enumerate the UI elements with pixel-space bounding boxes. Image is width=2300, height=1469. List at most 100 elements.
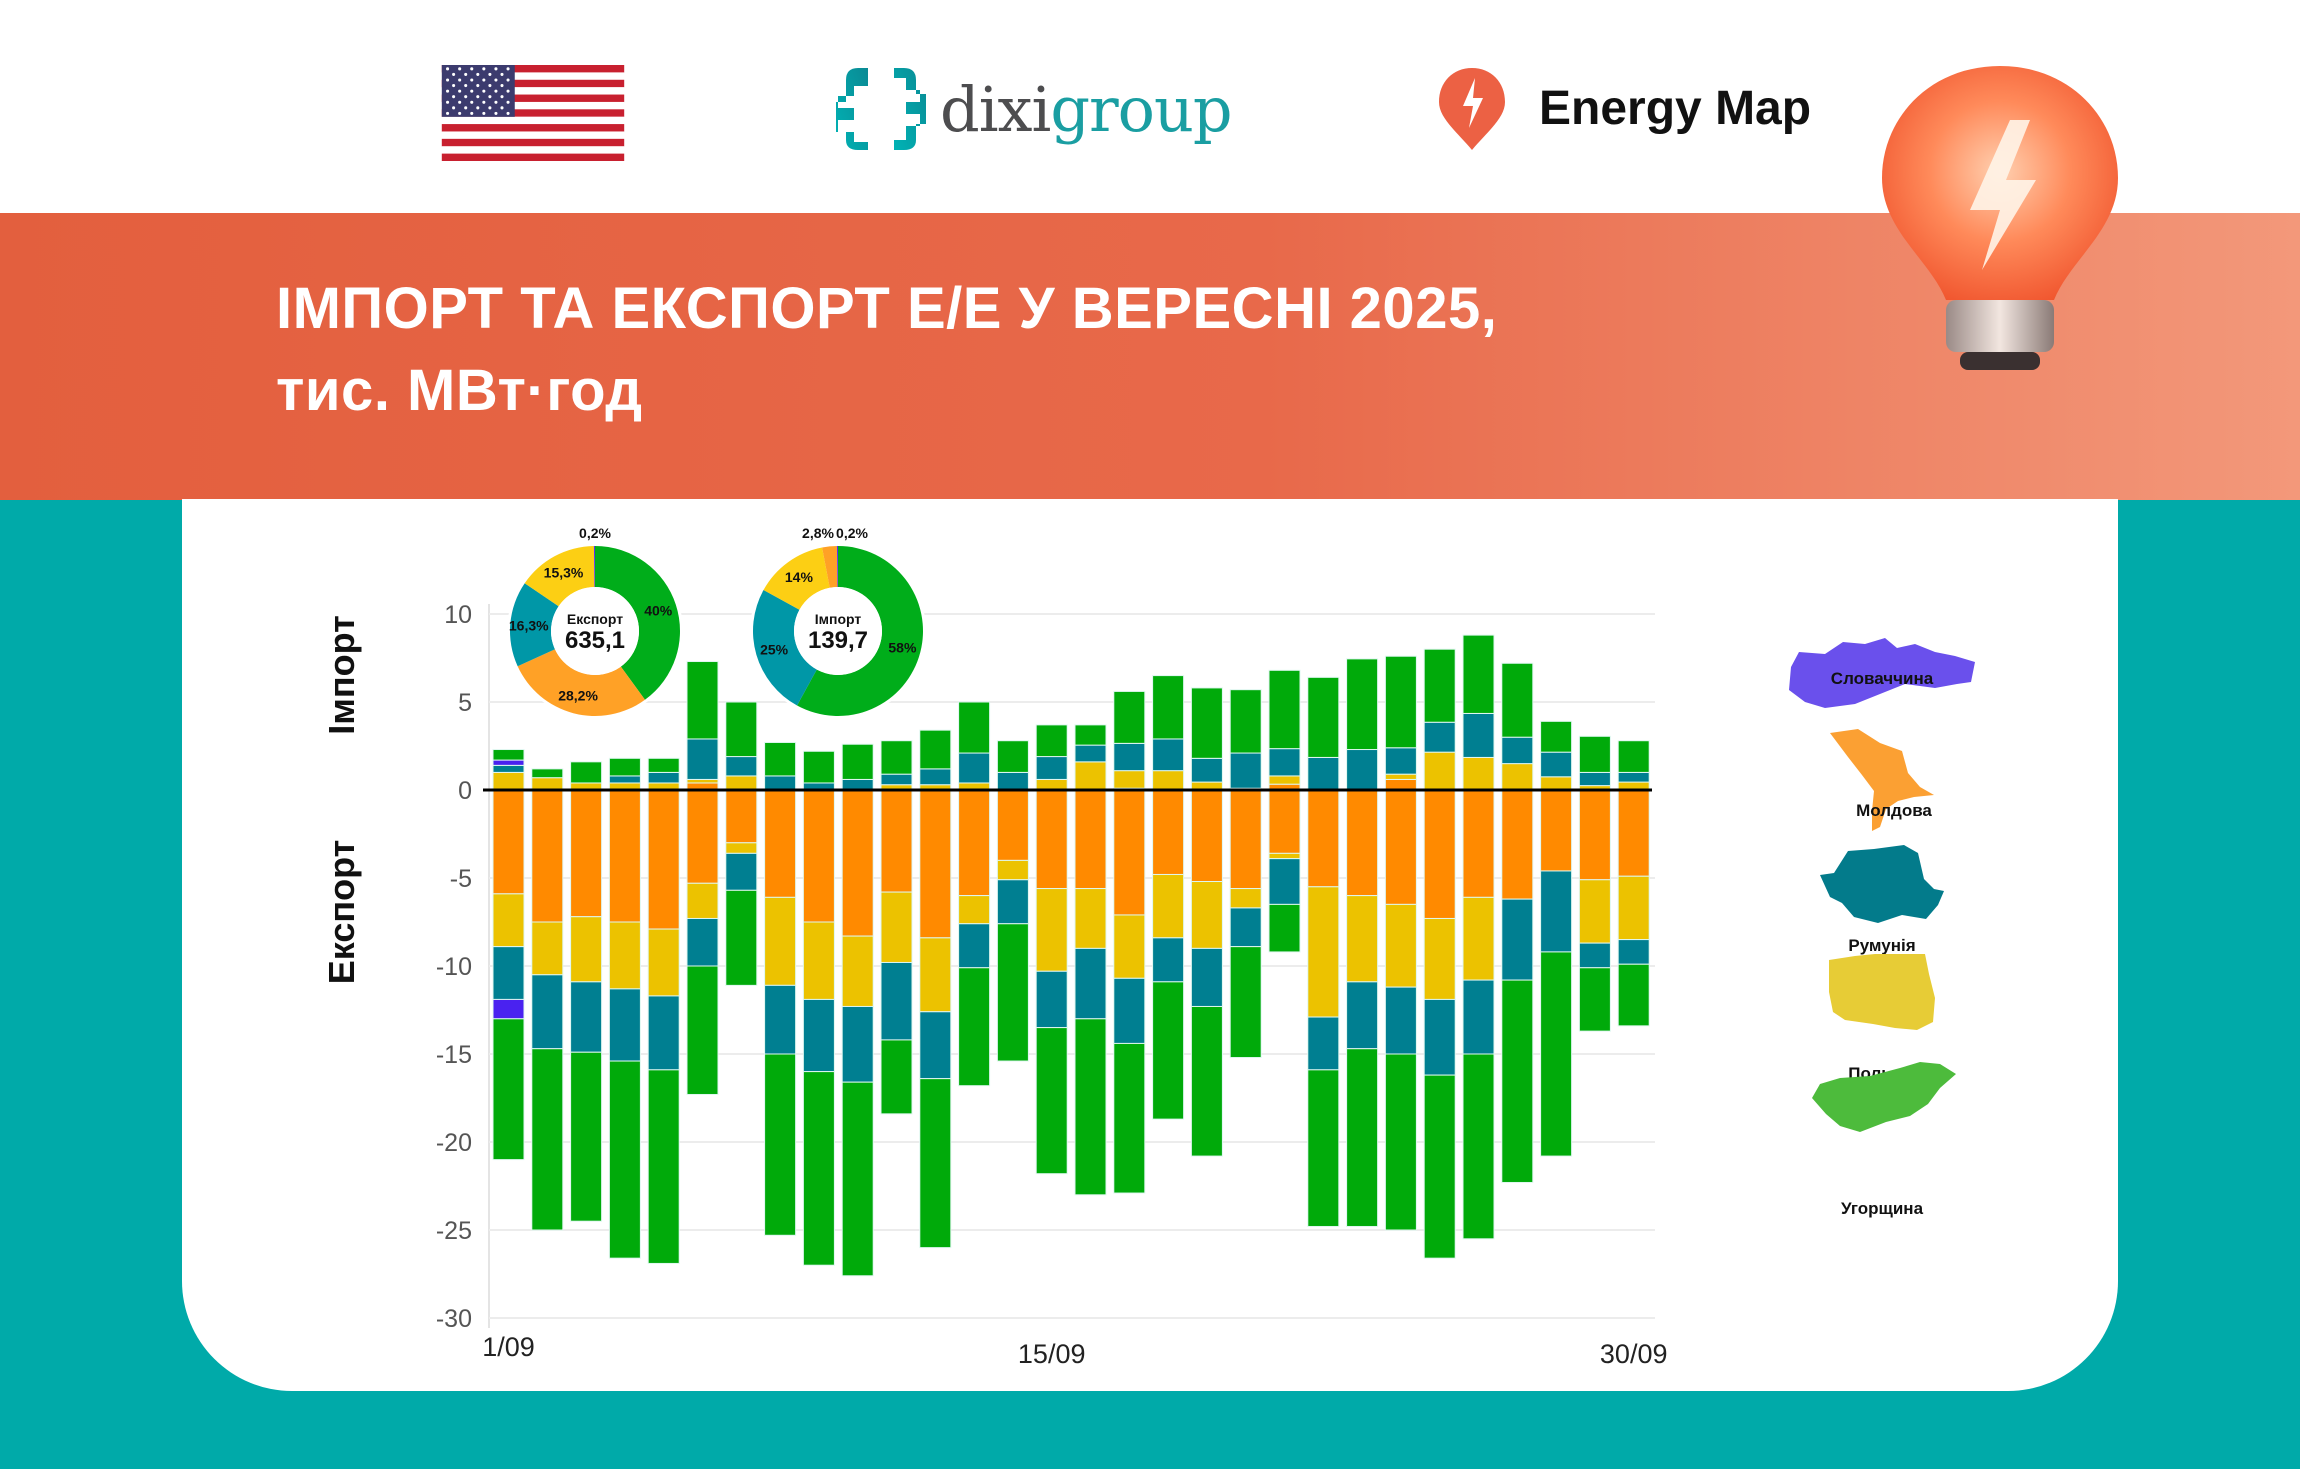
donut-slice-moldova bbox=[517, 649, 645, 716]
legend-hungary: Угорщина bbox=[1840, 1199, 1924, 1218]
export-bar-poland-day-3 bbox=[570, 916, 603, 983]
export-bar-poland-day-2 bbox=[531, 921, 564, 976]
import-bar-hungary-day-27 bbox=[1501, 662, 1534, 738]
export-bar-poland-day-23 bbox=[1346, 895, 1379, 983]
y-tick-label: 5 bbox=[458, 689, 472, 717]
donut-slice-hungary bbox=[595, 546, 680, 700]
export-bar-romania-day-3 bbox=[570, 981, 603, 1053]
import-bar-romania-day-13 bbox=[958, 752, 991, 784]
export-bar-poland-day-16 bbox=[1074, 888, 1107, 949]
import-bar-poland-day-18 bbox=[1152, 770, 1185, 791]
export-bar-hungary-day-12 bbox=[919, 1078, 952, 1249]
export-bar-hungary-day-22 bbox=[1307, 1069, 1340, 1227]
chart-title: ІМПОРТ ТА ЕКСПОРТ Е/Е У ВЕРЕСНІ 2025, ти… bbox=[276, 268, 1497, 432]
export-bar-poland-day-10 bbox=[841, 935, 874, 1007]
export-bar-moldova-day-22 bbox=[1307, 789, 1340, 888]
export-bar-romania-day-29 bbox=[1578, 942, 1611, 969]
export-bar-romania-day-20 bbox=[1229, 907, 1262, 948]
export-bar-hungary-day-2 bbox=[531, 1048, 564, 1231]
export-bar-romania-day-27 bbox=[1501, 898, 1534, 981]
donut-label: 58% bbox=[888, 640, 917, 656]
export-bar-hungary-day-9 bbox=[802, 1071, 835, 1266]
import-bar-hungary-day-9 bbox=[802, 750, 835, 784]
import-bar-romania-day-30 bbox=[1617, 771, 1650, 783]
export-bar-moldova-day-18 bbox=[1152, 789, 1185, 875]
export-bar-moldova-day-15 bbox=[1035, 789, 1068, 890]
export-bar-romania-day-24 bbox=[1384, 986, 1417, 1055]
moldova-map-icon bbox=[1830, 729, 1934, 831]
import-bar-romania-day-6 bbox=[686, 738, 719, 780]
export-bar-romania-day-4 bbox=[608, 988, 641, 1062]
export-bar-romania-day-14 bbox=[996, 879, 1029, 925]
export-bar-moldova-day-3 bbox=[570, 789, 603, 918]
import-bar-hungary-day-28 bbox=[1540, 720, 1573, 753]
import-bar-poland-day-25 bbox=[1423, 751, 1456, 791]
import-bar-romania-day-7 bbox=[725, 756, 758, 777]
import-bar-hungary-day-7 bbox=[725, 701, 758, 758]
donut-label: 16,3% bbox=[509, 617, 549, 633]
export-bar-poland-day-6 bbox=[686, 882, 719, 919]
export-bar-poland-day-24 bbox=[1384, 903, 1417, 988]
x-tick-label: 30/09 bbox=[1600, 1339, 1668, 1369]
export-bar-moldova-day-10 bbox=[841, 789, 874, 937]
y-tick-label: -10 bbox=[436, 953, 472, 981]
import-bar-hungary-day-12 bbox=[919, 729, 952, 770]
import-bar-romania-day-24 bbox=[1384, 747, 1417, 775]
export-bar-moldova-day-7 bbox=[725, 789, 758, 844]
import-bar-hungary-day-10 bbox=[841, 743, 874, 780]
export-bar-moldova-day-20 bbox=[1229, 789, 1262, 890]
export-bar-hungary-day-7 bbox=[725, 889, 758, 986]
import-bar-hungary-day-24 bbox=[1384, 655, 1417, 749]
export-bar-hungary-day-11 bbox=[880, 1039, 913, 1115]
export-bar-romania-day-7 bbox=[725, 852, 758, 891]
export-bar-moldova-day-26 bbox=[1462, 789, 1495, 898]
import-bar-romania-day-11 bbox=[880, 773, 913, 786]
export-bar-romania-day-11 bbox=[880, 961, 913, 1041]
import-bar-hungary-day-11 bbox=[880, 740, 913, 775]
y-tick-label: -20 bbox=[436, 1129, 472, 1157]
import-bar-hungary-day-6 bbox=[686, 661, 719, 740]
export-bar-romania-day-18 bbox=[1152, 937, 1185, 983]
export-bar-romania-day-22 bbox=[1307, 1016, 1340, 1071]
export-bar-hungary-day-16 bbox=[1074, 1018, 1107, 1196]
export-bar-moldova-day-24 bbox=[1384, 789, 1417, 905]
export-bar-poland-day-13 bbox=[958, 895, 991, 925]
export-bar-romania-day-28 bbox=[1540, 870, 1573, 953]
logo-text-group: group bbox=[1050, 72, 1232, 146]
export-bar-poland-day-29 bbox=[1578, 879, 1611, 944]
import-bar-romania-day-15 bbox=[1035, 756, 1068, 780]
donut-label: 15,3% bbox=[544, 564, 584, 580]
export-bar-hungary-day-19 bbox=[1190, 1005, 1223, 1157]
export-bar-moldova-day-23 bbox=[1346, 789, 1379, 897]
import-bar-hungary-day-15 bbox=[1035, 724, 1068, 758]
import-bar-hungary-day-29 bbox=[1578, 735, 1611, 773]
import-bar-hungary-day-14 bbox=[996, 740, 1029, 773]
import-bar-poland-day-28 bbox=[1540, 776, 1573, 791]
export-bar-hungary-day-17 bbox=[1113, 1042, 1146, 1194]
energy-map-logo: Energy Map bbox=[1437, 66, 1811, 150]
donut-slice-romania bbox=[753, 590, 817, 706]
export-bar-romania-day-25 bbox=[1423, 998, 1456, 1076]
export-bar-hungary-day-15 bbox=[1035, 1027, 1068, 1175]
export-bar-romania-day-19 bbox=[1190, 947, 1223, 1007]
export-bar-romania-day-23 bbox=[1346, 981, 1379, 1050]
import-bar-hungary-day-17 bbox=[1113, 690, 1146, 744]
export-bar-poland-day-25 bbox=[1423, 917, 1456, 1000]
us-flag-icon bbox=[441, 65, 625, 161]
export-bar-moldova-day-21 bbox=[1268, 789, 1301, 854]
import-bar-romania-day-14 bbox=[996, 771, 1029, 791]
export-bar-moldova-day-2 bbox=[531, 789, 564, 923]
import-bar-romania-day-1 bbox=[492, 764, 525, 773]
export-bar-moldova-day-27 bbox=[1501, 789, 1534, 900]
export-bar-hungary-day-18 bbox=[1152, 981, 1185, 1120]
export-bar-hungary-day-13 bbox=[958, 967, 991, 1087]
import-bar-poland-day-21 bbox=[1268, 775, 1301, 785]
export-bar-hungary-day-20 bbox=[1229, 946, 1262, 1059]
import-bar-slovakia-day-1 bbox=[492, 759, 525, 766]
title-line-2: тис. МВт·год bbox=[276, 358, 643, 423]
import-bar-hungary-day-8 bbox=[764, 741, 797, 777]
title-line-1: ІМПОРТ ТА ЕКСПОРТ Е/Е У ВЕРЕСНІ 2025, bbox=[276, 276, 1498, 341]
donut-label: 40% bbox=[644, 602, 673, 618]
export-bar-hungary-day-8 bbox=[764, 1053, 797, 1236]
export-bar-moldova-day-1 bbox=[492, 789, 525, 895]
